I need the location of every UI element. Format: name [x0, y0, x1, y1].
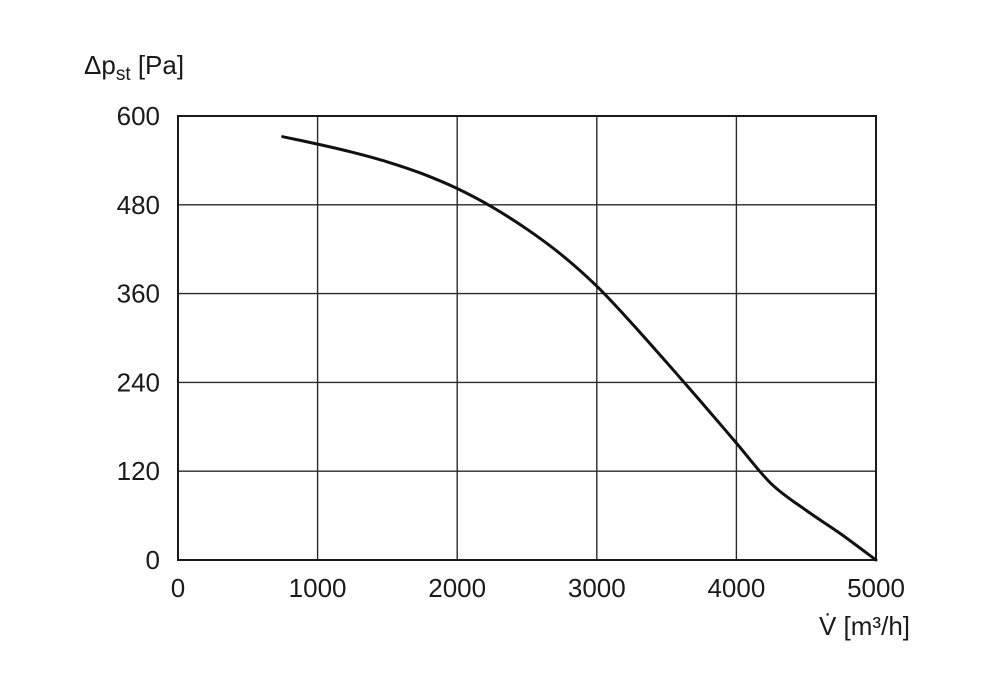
x-tick-label: 3000: [568, 573, 626, 603]
x-tick-label: 5000: [847, 573, 905, 603]
y-tick-label: 360: [117, 279, 160, 309]
grid: [178, 116, 876, 560]
x-tick-label: 4000: [707, 573, 765, 603]
y-axis-label: Δpst [Pa]: [84, 50, 184, 85]
x-axis-label: V̇ [m³/h]: [819, 611, 910, 641]
tick-labels: 0 1000 2000 3000 4000 5000 0 120 240 360 480 600: [117, 101, 905, 603]
x-tick-label: 0: [171, 573, 185, 603]
y-axis-label-unit: [Pa]: [131, 50, 184, 80]
y-tick-label: 600: [117, 101, 160, 131]
y-tick-label: 0: [146, 545, 160, 575]
plot-frame: [177, 115, 877, 561]
series-line: [281, 135, 878, 562]
x-tick-label: 1000: [289, 573, 347, 603]
y-tick-label: 480: [117, 190, 160, 220]
y-tick-label: 240: [117, 367, 160, 397]
x-tick-label: 2000: [428, 573, 486, 603]
y-tick-label: 120: [117, 456, 160, 486]
y-axis-label-subscript: st: [116, 64, 132, 85]
y-axis-label-symbol: Δp: [84, 50, 116, 80]
